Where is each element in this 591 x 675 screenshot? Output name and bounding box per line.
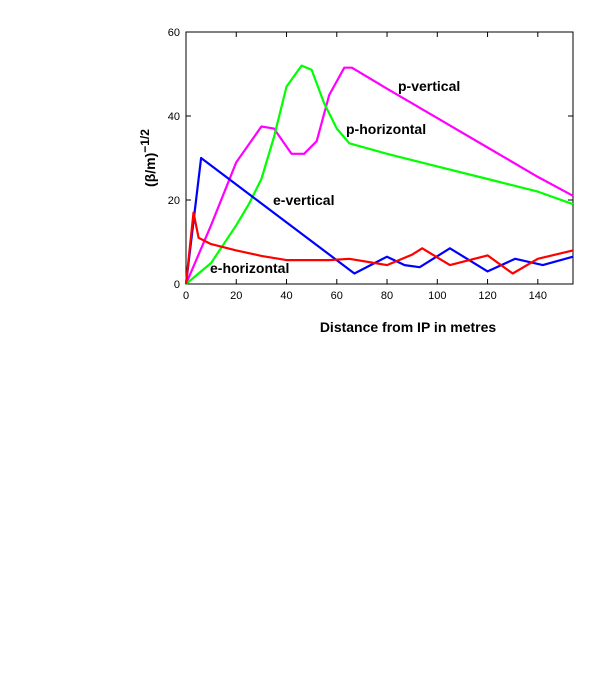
x-tick-label: 60 [331, 290, 343, 302]
series-label-e-vertical: e-vertical [273, 192, 334, 208]
y-tick-label: 20 [168, 195, 180, 207]
x-tick-label: 140 [529, 290, 547, 302]
series-line-e-vertical [184, 156, 574, 285]
series-line-e-horizontal [184, 211, 574, 285]
series-line-p-horizontal [185, 64, 574, 285]
y-axis: 0 20 40 60 [168, 27, 573, 291]
x-tick-label: 100 [428, 290, 446, 302]
plot-frame [185, 31, 574, 285]
series-label-p-horizontal: p-horizontal [346, 121, 426, 137]
series-label-p-vertical: p-vertical [398, 78, 460, 94]
y-axis-title-base: (β/m) [142, 153, 158, 187]
x-tick-label: 120 [478, 290, 496, 302]
x-axis: 0 20 40 60 80 100 120 140 [183, 32, 547, 302]
series-lines [184, 64, 574, 285]
x-tick-label: 20 [230, 290, 242, 302]
y-axis-title-exponent: −1/2 [138, 129, 152, 153]
x-tick-label: 0 [183, 290, 189, 302]
svg-text:(β/m)−1/2: (β/m)−1/2 [138, 129, 158, 187]
series-labels: p-vertical p-horizontal e-vertical e-horizo… [210, 78, 460, 276]
series-line-p-vertical [184, 66, 574, 285]
x-tick-label: 80 [381, 290, 393, 302]
series-label-e-horizontal: e-horizontal [210, 260, 289, 276]
y-tick-label: 40 [168, 111, 180, 123]
y-tick-label: 60 [168, 27, 180, 39]
y-axis-title: (β/m)−1/2 [138, 129, 158, 187]
x-tick-label: 40 [280, 290, 292, 302]
y-tick-label: 0 [174, 279, 180, 291]
x-axis-title: Distance from IP in metres [320, 319, 497, 335]
